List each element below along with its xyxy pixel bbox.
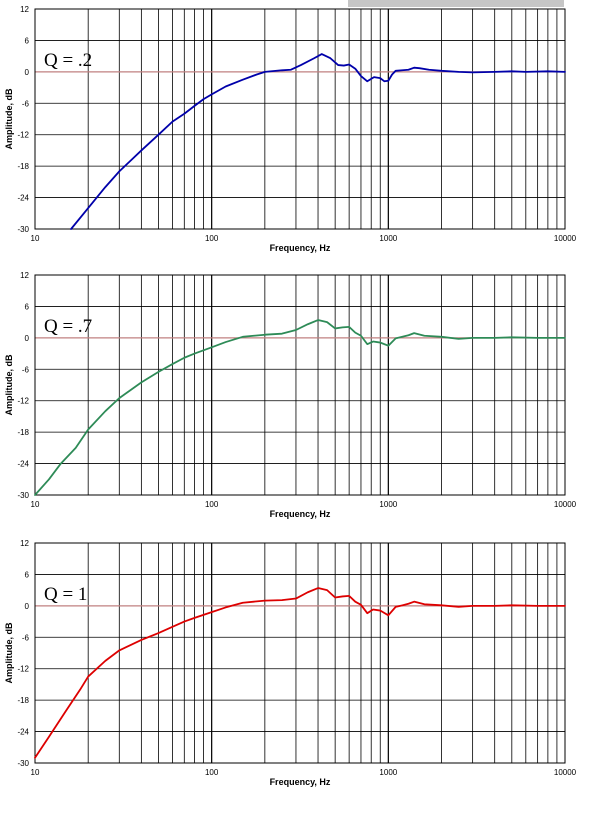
chart-2-x-axis-title: Frequency, Hz bbox=[270, 777, 331, 787]
chart-2-ytick-label: -30 bbox=[17, 759, 29, 768]
chart-0-ytick-label: 12 bbox=[20, 5, 29, 14]
chart-1-plot-area bbox=[35, 275, 565, 495]
chart-2-y-axis-title: Amplitude, dB bbox=[4, 622, 14, 683]
chart-0-x-axis-title: Frequency, Hz bbox=[270, 243, 331, 253]
chart-0-q-annotation: Q = .2 bbox=[44, 50, 92, 71]
chart-2-plot-area bbox=[35, 543, 565, 763]
chart-0-ytick-label: -12 bbox=[17, 131, 29, 140]
chart-2-xtick-label: 10000 bbox=[554, 768, 577, 777]
chart-1-ytick-label: -6 bbox=[22, 365, 30, 374]
chart-1-y-axis-title: Amplitude, dB bbox=[4, 354, 14, 415]
chart-1-xtick-label: 10 bbox=[31, 500, 40, 509]
chart-0-ytick-label: -24 bbox=[17, 194, 29, 203]
chart-0-ytick-label: -30 bbox=[17, 225, 29, 234]
chart-0-xtick-label: 10 bbox=[31, 234, 40, 243]
chart-2-plot-border bbox=[34, 542, 566, 764]
chart-0-ytick-label: -18 bbox=[17, 162, 29, 171]
chart-2-ytick-label: -12 bbox=[17, 665, 29, 674]
chart-1-x-axis-title: Frequency, Hz bbox=[270, 509, 331, 519]
top-banner bbox=[348, 0, 564, 7]
chart-2-xtick-label: 10 bbox=[31, 768, 40, 777]
chart-0-xtick-label: 10000 bbox=[554, 234, 577, 243]
chart-0-plot-area bbox=[35, 9, 565, 229]
chart-2-ytick-label: 6 bbox=[25, 570, 30, 579]
chart-0-ytick-label: 0 bbox=[25, 68, 30, 77]
chart-2-q-annotation: Q = 1 bbox=[44, 584, 87, 605]
chart-2-ytick-label: 12 bbox=[20, 539, 29, 548]
chart-2-ytick-label: -24 bbox=[17, 728, 29, 737]
chart-1-xtick-label: 10000 bbox=[554, 500, 577, 509]
chart-q-0-7: -30 -24 -18 -12 -6 0 6 12 10 100 1000 10000 Frequenc… bbox=[4, 271, 577, 519]
chart-1-ytick-label: 0 bbox=[25, 334, 30, 343]
chart-1-series-line-0 bbox=[34, 319, 566, 496]
chart-1-ytick-label: 6 bbox=[25, 302, 30, 311]
chart-2-ytick-label: -18 bbox=[17, 696, 29, 705]
chart-1-q-annotation: Q = .7 bbox=[44, 316, 92, 337]
chart-q-0-2: -30 -24 -18 -12 -6 0 6 12 10 100 1000 10000 Frequenc… bbox=[4, 5, 577, 253]
chart-0-xtick-label: 1000 bbox=[379, 234, 397, 243]
chart-0-ytick-label: 6 bbox=[25, 36, 30, 45]
chart-0-y-axis-title: Amplitude, dB bbox=[4, 88, 14, 149]
chart-1-plot-border bbox=[34, 274, 566, 496]
chart-1-ytick-label: -30 bbox=[17, 491, 29, 500]
chart-0-plot-border bbox=[34, 8, 566, 230]
chart-0-xtick-label: 100 bbox=[205, 234, 219, 243]
chart-2-ytick-label: -6 bbox=[22, 633, 30, 642]
chart-1-xtick-label: 100 bbox=[205, 500, 219, 509]
chart-q-1: -30 -24 -18 -12 -6 0 6 12 10 100 1000 10000 Frequenc… bbox=[4, 539, 577, 787]
chart-1-xtick-label: 1000 bbox=[379, 500, 397, 509]
chart-1-ytick-label: -18 bbox=[17, 428, 29, 437]
chart-1-ytick-label: 12 bbox=[20, 271, 29, 280]
chart-2-xtick-label: 100 bbox=[205, 768, 219, 777]
chart-0-series-line-0 bbox=[70, 53, 566, 230]
chart-1-ytick-label: -24 bbox=[17, 460, 29, 469]
chart-2-xtick-label: 1000 bbox=[379, 768, 397, 777]
chart-2-series-line-0 bbox=[34, 587, 566, 759]
chart-0-ytick-label: -6 bbox=[22, 99, 30, 108]
chart-1-ytick-label: -12 bbox=[17, 397, 29, 406]
chart-2-ytick-label: 0 bbox=[25, 602, 30, 611]
